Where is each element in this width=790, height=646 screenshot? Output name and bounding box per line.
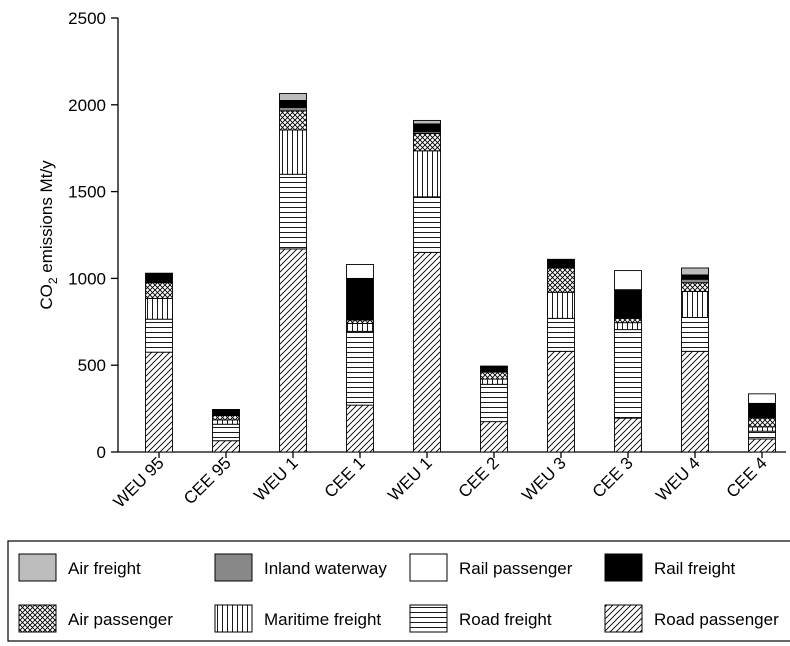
bar-segment	[145, 297, 173, 320]
y-axis-title: CO2 emissions Mt/y	[37, 160, 60, 310]
x-tick-label: WEU 1	[250, 453, 302, 505]
bar-segment	[279, 106, 307, 112]
legend-label: Maritime freight	[264, 610, 381, 629]
bar-segment	[413, 132, 441, 152]
bar-segment	[212, 409, 240, 416]
legend: Air freight Inland waterway Rail passenger…	[7, 540, 790, 642]
bar-segment	[346, 264, 374, 279]
x-ticks: WEU 95 CEE 95 WEU 1 CEE 1 WEU 1 CEE 2 WEU 3 CEE…	[110, 452, 771, 512]
legend-box	[7, 540, 790, 642]
legend-label: Air freight	[68, 559, 141, 578]
bar-segment	[279, 100, 307, 108]
x-tick-label: CEE 95	[180, 453, 235, 508]
bar-segment	[413, 119, 441, 125]
x-tick-label: WEU 3	[518, 453, 570, 505]
bar-segment	[279, 173, 307, 250]
bar-segment	[614, 417, 642, 453]
bar-segment	[614, 317, 642, 324]
y-ticks: 0 500 1000 1500 2000 2500	[68, 9, 118, 462]
legend-swatch	[18, 553, 57, 582]
bar-segment	[413, 150, 441, 198]
bar-segment	[346, 330, 374, 406]
legend-swatch	[214, 553, 253, 582]
bars	[145, 93, 776, 453]
bar-segment	[279, 248, 307, 453]
y-tick-label: 1500	[68, 183, 106, 202]
bar-segment	[547, 267, 575, 293]
bar-segment	[346, 319, 374, 324]
bar-segment	[547, 291, 575, 319]
bar-segment	[748, 402, 776, 419]
legend-label: Inland waterway	[264, 559, 387, 578]
x-tick-label: CEE 4	[723, 453, 771, 501]
legend-label: Rail freight	[654, 559, 736, 578]
bar-segment	[547, 258, 575, 269]
legend-swatch	[604, 553, 643, 582]
bar-segment	[346, 323, 374, 332]
bar-segment	[681, 282, 709, 292]
y-tick-label: 0	[97, 443, 106, 462]
x-tick-label: CEE 3	[589, 453, 637, 501]
bar-segment	[212, 440, 240, 453]
bar-segment	[145, 282, 173, 299]
bar-segment	[681, 267, 709, 276]
bar-segment	[614, 322, 642, 331]
bar-segment	[748, 426, 776, 432]
bar-segment	[413, 196, 441, 253]
bar-segment	[480, 365, 508, 373]
bar-segment	[614, 289, 642, 319]
legend-label: Road freight	[459, 610, 552, 629]
legend-label: Road passenger	[654, 610, 779, 629]
bar-segment	[413, 251, 441, 453]
bar-segment	[279, 110, 307, 131]
bar-segment	[748, 430, 776, 440]
x-tick-label: WEU 95	[110, 453, 168, 511]
bar-segment	[212, 423, 240, 442]
bar-segment	[212, 409, 240, 411]
bar-segment	[145, 272, 173, 284]
bar-segment	[614, 270, 642, 291]
bar-segment	[748, 393, 776, 404]
legend-label: Rail passenger	[459, 559, 573, 578]
bar-segment	[748, 417, 776, 428]
bar-segment	[346, 404, 374, 453]
legend-label: Air passenger	[68, 610, 173, 629]
bar-segment	[547, 350, 575, 453]
bar-segment	[212, 415, 240, 421]
y-tick-label: 2000	[68, 96, 106, 115]
y-tick-label: 2500	[68, 9, 106, 28]
bar-segment	[681, 274, 709, 280]
bar-segment	[614, 329, 642, 419]
legend-swatch	[18, 604, 57, 633]
bar-segment	[212, 419, 240, 425]
bar-segment	[748, 438, 776, 453]
bar-segment	[480, 383, 508, 423]
legend-swatch	[409, 553, 448, 582]
y-tick-label: 500	[78, 356, 106, 375]
x-tick-label: WEU 4	[652, 453, 704, 505]
y-tick-label: 1000	[68, 269, 106, 288]
bar-segment	[681, 278, 709, 284]
bar-segment	[681, 290, 709, 318]
bar-segment	[279, 93, 307, 101]
bar-segment	[480, 371, 508, 380]
bar-segment	[480, 421, 508, 453]
x-tick-label: WEU 1	[384, 453, 436, 505]
bar-segment	[681, 350, 709, 453]
legend-swatch	[409, 604, 448, 633]
x-tick-label: CEE 1	[321, 453, 369, 501]
bar-segment	[279, 129, 307, 175]
x-tick-label: CEE 2	[455, 453, 503, 501]
bar-segment	[547, 317, 575, 352]
bar-segment	[145, 351, 173, 453]
bar-segment	[413, 123, 441, 133]
bar-segment	[346, 277, 374, 321]
bar-segment	[145, 318, 173, 353]
bar-segment	[480, 378, 508, 385]
bar-segment	[681, 317, 709, 352]
legend-swatch	[214, 604, 253, 633]
legend-swatch	[604, 604, 643, 633]
